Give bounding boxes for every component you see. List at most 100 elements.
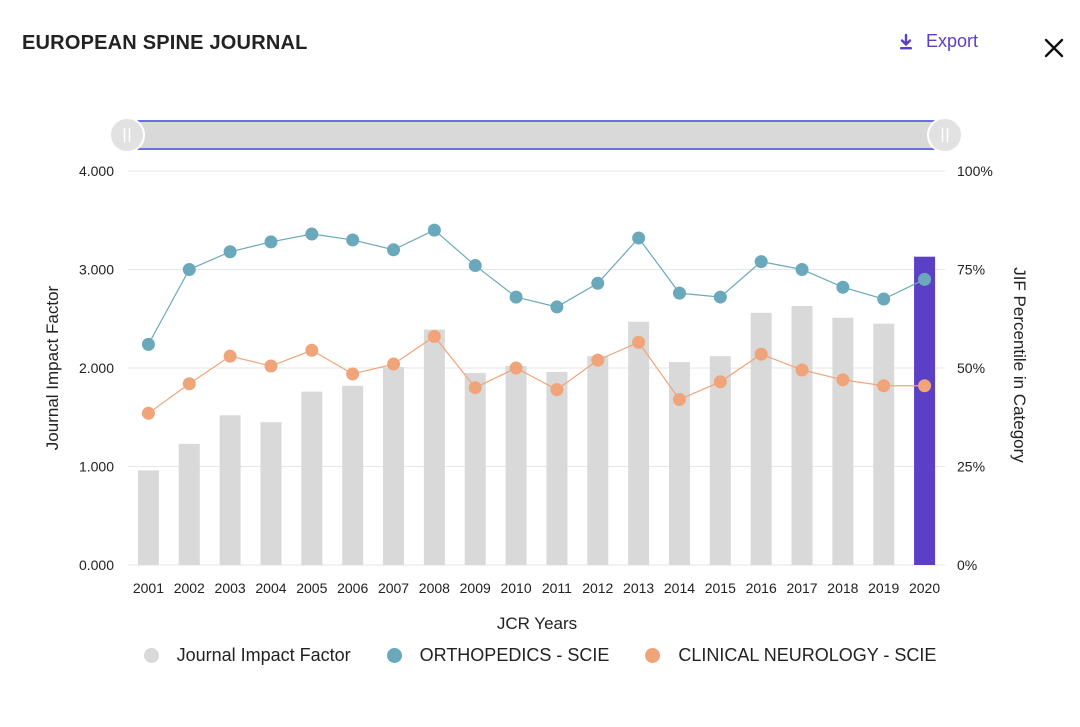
close-button[interactable] xyxy=(1040,34,1068,62)
range-slider-handle-right[interactable] xyxy=(927,117,963,153)
y-tick-label: 4.000 xyxy=(79,163,114,179)
neurology-point[interactable] xyxy=(836,373,850,387)
journal-title: EUROPEAN SPINE JOURNAL xyxy=(22,32,308,54)
legend-item-neurology[interactable]: CLINICAL NEUROLOGY - SCIE xyxy=(645,645,936,666)
jif-bar[interactable] xyxy=(219,415,241,565)
neurology-point[interactable] xyxy=(141,406,155,420)
jif-bar[interactable] xyxy=(587,356,609,565)
y-axis-title: Journal Impact Factor xyxy=(43,285,62,450)
orthopedics-point[interactable] xyxy=(427,223,441,237)
orthopedics-point[interactable] xyxy=(509,290,523,304)
impact-factor-chart: 0.000 1.000 2.000 3.000 4.000 0% 25% 50% 75% 100%… xyxy=(43,117,1029,633)
orthopedics-point[interactable] xyxy=(591,276,605,290)
orthopedics-point[interactable] xyxy=(672,286,686,300)
x-tick-label: 2017 xyxy=(786,580,817,596)
y2-tick-label: 25% xyxy=(957,459,985,475)
jif-bar[interactable] xyxy=(750,312,772,565)
y-tick-label: 3.000 xyxy=(79,262,114,278)
jif-bar[interactable] xyxy=(546,371,568,565)
orthopedics-point[interactable] xyxy=(468,259,482,273)
download-icon xyxy=(898,33,914,51)
jif-bar[interactable] xyxy=(178,443,200,565)
range-slider-track xyxy=(127,121,945,149)
neurology-point[interactable] xyxy=(264,359,278,373)
jif-bar[interactable] xyxy=(464,372,486,565)
neurology-point[interactable] xyxy=(877,379,891,393)
orthopedics-point[interactable] xyxy=(754,255,768,269)
close-icon xyxy=(1044,38,1064,58)
legend-label-neurology: CLINICAL NEUROLOGY - SCIE xyxy=(678,645,937,665)
neurology-point[interactable] xyxy=(305,343,319,357)
jif-bar[interactable] xyxy=(791,305,813,565)
jif-bar[interactable] xyxy=(137,470,159,565)
neurology-point[interactable] xyxy=(346,367,360,381)
jif-bar[interactable] xyxy=(383,367,405,565)
neurology-point[interactable] xyxy=(591,353,605,367)
chart-legend: Journal Impact Factor ORTHOPEDICS - SCIE… xyxy=(0,645,1080,666)
neurology-point[interactable] xyxy=(918,379,932,393)
x-tick-label: 2008 xyxy=(419,580,450,596)
jif-bar[interactable] xyxy=(301,391,323,565)
jif-bar[interactable] xyxy=(628,321,650,565)
x-tick-label: 2003 xyxy=(215,580,246,596)
jif-bar[interactable] xyxy=(873,323,895,565)
y-tick-label: 0.000 xyxy=(79,557,114,573)
jif-bar[interactable] xyxy=(668,362,690,565)
x-tick-label: 2016 xyxy=(746,580,777,596)
legend-item-jif[interactable]: Journal Impact Factor xyxy=(143,645,351,666)
x-tick-label: 2002 xyxy=(174,580,205,596)
jif-bar[interactable] xyxy=(914,256,936,565)
neurology-point[interactable] xyxy=(672,393,686,407)
orthopedics-point[interactable] xyxy=(550,300,564,314)
neurology-point[interactable] xyxy=(754,347,768,361)
legend-item-orthopedics[interactable]: ORTHOPEDICS - SCIE xyxy=(386,645,609,666)
orthopedics-point[interactable] xyxy=(223,245,237,259)
orthopedics-point[interactable] xyxy=(795,263,809,276)
x-tick-label: 2013 xyxy=(623,580,654,596)
orthopedics-point[interactable] xyxy=(141,337,155,351)
x-tick-label: 2005 xyxy=(296,580,327,596)
orthopedics-point[interactable] xyxy=(877,292,891,306)
orthopedics-point[interactable] xyxy=(836,280,850,294)
x-tick-label: 2009 xyxy=(460,580,491,596)
neurology-point[interactable] xyxy=(509,361,523,375)
neurology-point[interactable] xyxy=(632,335,646,349)
neurology-point[interactable] xyxy=(713,375,727,389)
x-tick-label: 2004 xyxy=(255,580,286,596)
export-label: Export xyxy=(926,31,979,51)
x-tick-label: 2006 xyxy=(337,580,368,596)
x-tick-label: 2015 xyxy=(705,580,736,596)
y-tick-label: 1.000 xyxy=(79,459,114,475)
neurology-point[interactable] xyxy=(795,363,809,377)
neurology-point[interactable] xyxy=(387,357,401,371)
jif-bar[interactable] xyxy=(423,329,445,565)
orthopedics-point[interactable] xyxy=(182,263,196,276)
x-axis-title: JCR Years xyxy=(497,614,577,633)
neurology-point[interactable] xyxy=(182,377,196,391)
export-button[interactable]: Export xyxy=(898,31,978,52)
jif-bar[interactable] xyxy=(342,385,364,565)
orthopedics-point[interactable] xyxy=(264,235,278,249)
neurology-point[interactable] xyxy=(427,329,441,343)
orthopedics-point[interactable] xyxy=(918,272,932,286)
neurology-point[interactable] xyxy=(550,383,564,397)
x-tick-label: 2020 xyxy=(909,580,940,596)
jif-bar[interactable] xyxy=(709,356,731,565)
y-tick-label: 2.000 xyxy=(79,360,114,376)
orthopedics-point[interactable] xyxy=(632,231,646,245)
jif-bar[interactable] xyxy=(260,422,282,565)
jif-bar[interactable] xyxy=(505,366,527,565)
x-tick-label: 2018 xyxy=(827,580,858,596)
orthopedics-point[interactable] xyxy=(305,227,319,241)
jif-bar[interactable] xyxy=(832,317,854,565)
orthopedics-point[interactable] xyxy=(346,233,360,247)
x-tick-label: 2012 xyxy=(582,580,613,596)
range-slider-handle-left[interactable] xyxy=(109,117,145,153)
neurology-point[interactable] xyxy=(223,349,237,363)
legend-swatch-jif xyxy=(143,648,159,663)
y2-tick-label: 75% xyxy=(957,262,985,278)
neurology-point[interactable] xyxy=(468,381,482,395)
neurology-line xyxy=(148,335,925,414)
orthopedics-point[interactable] xyxy=(387,243,401,257)
orthopedics-point[interactable] xyxy=(713,290,727,304)
